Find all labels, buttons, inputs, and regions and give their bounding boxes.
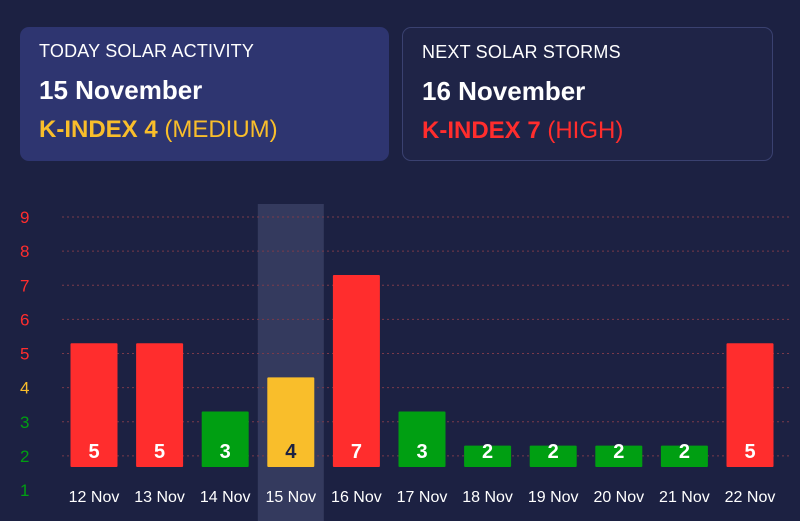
- bar: [529, 445, 577, 467]
- bar: [464, 445, 512, 467]
- bar-value-label: 5: [88, 441, 99, 463]
- y-tick-label: 8: [20, 242, 29, 261]
- y-tick-label: 1: [20, 481, 29, 500]
- highlight-column: [257, 204, 324, 521]
- today-card-kindex: K-INDEX 4 (MEDIUM): [39, 116, 370, 144]
- x-tick-label: 19 Nov: [528, 489, 579, 506]
- x-tick-label: 17 Nov: [397, 489, 448, 506]
- next-card-date: 16 November: [422, 76, 586, 106]
- x-tick-label: 20 Nov: [593, 489, 644, 506]
- next-kindex-level: (HIGH): [547, 117, 624, 144]
- y-tick-label: 3: [20, 413, 29, 432]
- x-tick-label: 13 Nov: [134, 489, 185, 506]
- bar-value-label: 7: [351, 441, 362, 463]
- bar: [136, 343, 184, 467]
- bar: [660, 445, 708, 467]
- x-tick-label: 16 Nov: [331, 489, 382, 506]
- y-tick-label: 2: [20, 447, 29, 466]
- x-tick-label: 18 Nov: [462, 489, 513, 506]
- x-tick-label: 22 Nov: [725, 489, 776, 506]
- bar-value-label: 2: [482, 441, 493, 463]
- y-tick-label: 9: [20, 208, 29, 227]
- next-storms-card: NEXT SOLAR STORMS 16 November K-INDEX 7 …: [402, 27, 773, 161]
- bar: [70, 343, 118, 467]
- next-card-kindex: K-INDEX 7 (HIGH): [422, 117, 753, 145]
- x-tick-label: 21 Nov: [659, 489, 710, 506]
- bar-value-label: 3: [416, 441, 427, 463]
- bar: [332, 275, 380, 467]
- bar-value-label: 2: [548, 441, 559, 463]
- kindex-bar-chart-svg: 1 2 3 4 5 6 7 8 9 5 12 Nov 5 13 Nov 3 14 Nov 4 15 Nov 7 16…: [20, 204, 790, 521]
- bar-value-label: 2: [613, 441, 624, 463]
- bar: [267, 377, 315, 467]
- y-tick-label: 7: [20, 276, 29, 295]
- bar-value-label: 4: [285, 441, 297, 463]
- bar: [595, 445, 643, 467]
- y-tick-label: 5: [20, 345, 29, 364]
- y-tick-label: 6: [20, 310, 29, 329]
- x-tick-label: 12 Nov: [69, 489, 120, 506]
- today-kindex-value: K-INDEX 4: [39, 116, 158, 143]
- bar-value-label: 2: [679, 441, 690, 463]
- bar-value-label: 5: [154, 441, 165, 463]
- x-tick-label: 14 Nov: [200, 489, 251, 506]
- today-card-date: 15 November: [39, 75, 203, 105]
- bar: [398, 411, 446, 467]
- bar-value-label: 5: [744, 441, 755, 463]
- bar-value-label: 3: [220, 441, 231, 463]
- bar: [726, 343, 774, 467]
- y-tick-label: 4: [20, 379, 29, 398]
- x-tick-label: 15 Nov: [265, 489, 316, 506]
- next-card-label: NEXT SOLAR STORMS: [422, 42, 621, 62]
- today-activity-card: TODAY SOLAR ACTIVITY 15 November K-INDEX…: [20, 27, 389, 161]
- next-kindex-value: K-INDEX 7: [422, 117, 541, 144]
- kindex-chart: 1 2 3 4 5 6 7 8 9 5 12 Nov 5 13 Nov 3 14 Nov 4 15 Nov 7 16…: [0, 190, 800, 521]
- today-card-label: TODAY SOLAR ACTIVITY: [39, 41, 255, 61]
- today-kindex-level: (MEDIUM): [164, 116, 278, 143]
- bar: [201, 411, 249, 467]
